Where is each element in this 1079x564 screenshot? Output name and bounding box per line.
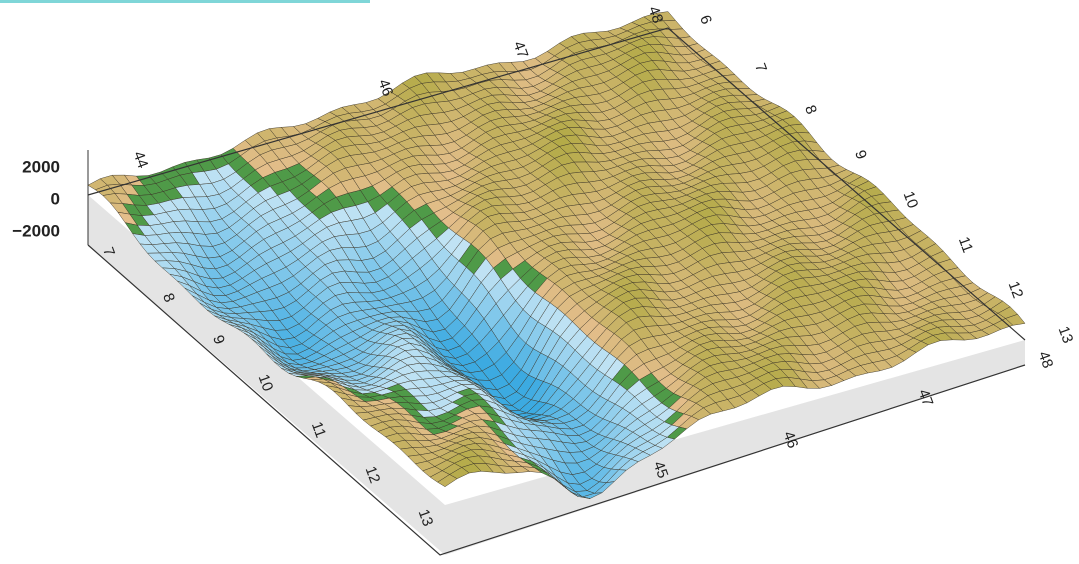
edge-label: 45 xyxy=(650,459,672,480)
edge-label: 7 xyxy=(751,61,770,75)
edge-label: 48 xyxy=(645,4,667,25)
edge-label: 12 xyxy=(1005,279,1027,300)
edge-label: 11 xyxy=(308,420,329,440)
edge-label: 44 xyxy=(130,149,152,170)
edge-label: 13 xyxy=(415,507,437,528)
edge-label: 46 xyxy=(780,429,802,450)
mesh-cell xyxy=(437,474,458,487)
back-edge xyxy=(87,27,1026,341)
edge-label: 10 xyxy=(255,372,277,393)
terrain-mesh xyxy=(87,11,1026,499)
edge-label: 12 xyxy=(362,464,384,485)
edge-label: 11 xyxy=(955,235,976,255)
z-tick-label: −2000 xyxy=(12,221,60,240)
edge-label: 47 xyxy=(915,387,937,408)
box-side xyxy=(88,195,1025,555)
edge-label: 47 xyxy=(510,39,532,60)
box-floor xyxy=(87,244,1026,556)
edge-label: 6 xyxy=(696,13,715,27)
edge-label: 9 xyxy=(851,148,870,162)
edge-label: 46 xyxy=(375,77,397,98)
z-tick-label: 2000 xyxy=(22,157,60,176)
top-strip xyxy=(0,0,370,3)
z-tick-label: 0 xyxy=(51,189,60,208)
edge-label: 13 xyxy=(1055,324,1077,345)
edge-label: 8 xyxy=(801,103,820,117)
edge-label: 48 xyxy=(1035,349,1057,370)
edge-label: 10 xyxy=(900,189,922,210)
